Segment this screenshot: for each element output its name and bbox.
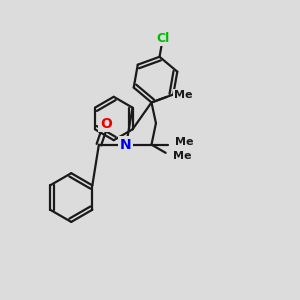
Text: Cl: Cl <box>156 32 170 44</box>
Text: Me: Me <box>175 137 194 147</box>
Text: N: N <box>119 138 131 152</box>
Text: O: O <box>100 117 112 130</box>
Text: Me: Me <box>174 90 193 100</box>
Text: Me: Me <box>173 151 192 161</box>
